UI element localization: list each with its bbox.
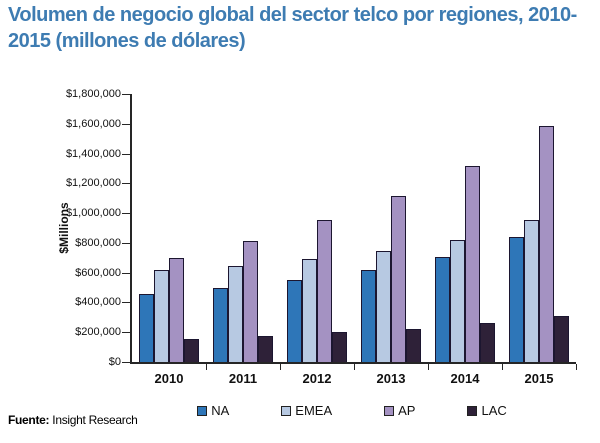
y-tick-label: $1,600,000 — [65, 117, 121, 130]
y-tick-label: $200,000 — [75, 326, 121, 339]
legend-label: NA — [211, 403, 230, 418]
x-tick-label-2015: 2015 — [524, 371, 554, 386]
bar-emea-2013 — [376, 251, 391, 362]
bar-group-2010 — [132, 94, 207, 370]
bar-lac-2014 — [480, 322, 495, 362]
source-label: Fuente: — [8, 413, 50, 427]
y-tick-mark — [122, 213, 130, 215]
bar-ap-2010 — [169, 257, 184, 362]
legend-label: AP — [398, 403, 416, 418]
y-tick-label: $0 — [108, 356, 121, 368]
x-tick-label-2012: 2012 — [302, 371, 332, 386]
bar-group-2012 — [280, 94, 355, 370]
bar-emea-2010 — [154, 269, 169, 362]
bar-na-2011 — [213, 288, 228, 362]
legend-swatch-icon — [384, 405, 395, 416]
y-tick-label: $600,000 — [75, 266, 121, 279]
bar-group-2014 — [428, 94, 503, 370]
bar-group-2011 — [206, 94, 281, 370]
bar-lac-2011 — [258, 335, 273, 362]
bar-lac-2010 — [184, 338, 199, 362]
legend-label: LAC — [481, 403, 507, 418]
bar-lac-2012 — [332, 332, 347, 362]
bar-na-2014 — [435, 257, 450, 362]
y-tick-label: $1,000,000 — [65, 207, 121, 220]
bar-ap-2013 — [391, 196, 406, 362]
legend-item-emea: EMEA — [281, 403, 332, 418]
y-tick-label: $1,400,000 — [65, 147, 121, 160]
bar-emea-2015 — [524, 219, 539, 362]
legend-item-na: NA — [197, 403, 229, 418]
y-tick-mark — [122, 362, 130, 363]
legend-item-lac: LAC — [467, 403, 507, 418]
bar-ap-2014 — [465, 165, 480, 362]
y-tick-label: $1,200,000 — [65, 177, 121, 190]
x-tick-label-2013: 2013 — [376, 371, 406, 386]
bar-lac-2015 — [554, 315, 569, 362]
y-tick-mark — [122, 302, 130, 304]
legend: NA EMEA AP LAC — [130, 403, 574, 418]
x-tick-label-2011: 2011 — [228, 371, 258, 386]
x-tick-label-2010: 2010 — [154, 371, 184, 386]
bar-group-2015 — [502, 94, 577, 370]
source-note: Fuente: Insight Research — [8, 413, 138, 427]
y-tick-label: $800,000 — [75, 236, 121, 249]
legend-item-ap: AP — [384, 403, 415, 418]
y-tick-mark — [122, 153, 130, 155]
legend-label: EMEA — [295, 403, 333, 418]
y-tick-label: $400,000 — [75, 296, 121, 309]
bar-na-2015 — [509, 236, 524, 362]
source-value: Insight Research — [52, 413, 138, 427]
page-title: Volumen de negocio global del sector tel… — [8, 4, 577, 53]
bar-na-2012 — [287, 280, 302, 362]
y-tick-mark — [122, 183, 130, 185]
bar-ap-2015 — [539, 126, 554, 362]
bar-ap-2011 — [243, 241, 258, 362]
bar-lac-2013 — [406, 329, 421, 362]
y-tick-mark — [122, 272, 130, 274]
bar-emea-2011 — [228, 266, 243, 362]
legend-swatch-icon — [467, 405, 478, 416]
y-tick-mark — [122, 242, 130, 244]
y-tick-label: $1,800,000 — [65, 88, 121, 100]
y-tick-mark — [122, 123, 130, 125]
plot-area — [130, 94, 577, 370]
y-tick-mark — [122, 94, 130, 95]
bar-na-2010 — [139, 293, 154, 362]
x-tick-label-2014: 2014 — [450, 371, 480, 386]
y-tick-mark — [122, 332, 130, 334]
bar-ap-2012 — [317, 219, 332, 362]
legend-swatch-icon — [281, 405, 292, 416]
bar-emea-2012 — [302, 259, 317, 362]
bar-group-2013 — [354, 94, 429, 370]
legend-swatch-icon — [197, 405, 208, 416]
bar-emea-2014 — [450, 239, 465, 362]
bar-na-2013 — [361, 270, 376, 362]
